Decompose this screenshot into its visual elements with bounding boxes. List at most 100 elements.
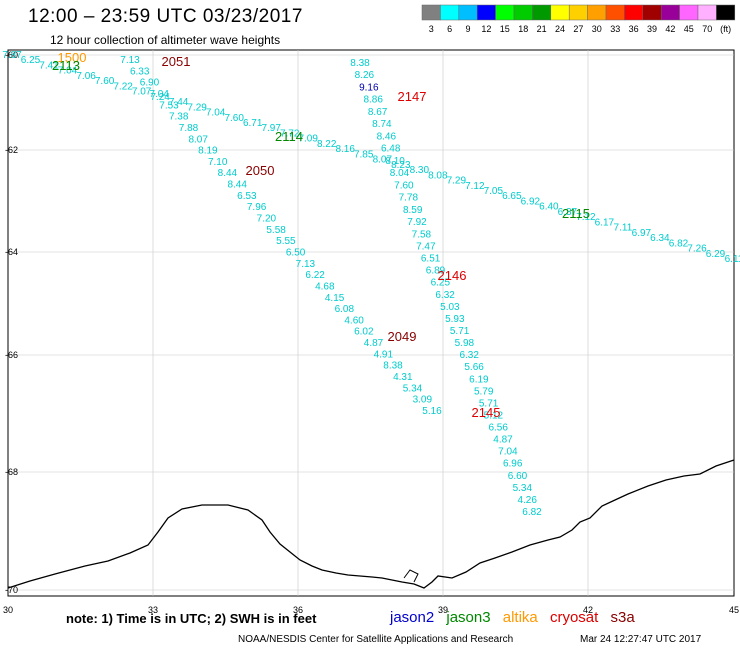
legend-label: 15 <box>500 24 510 34</box>
wave-height-label: 6.32 <box>435 290 455 301</box>
wave-height-label: 7.22 <box>113 81 133 92</box>
wave-height-label: 6.19 <box>469 374 489 385</box>
wave-height-label: 7.07 <box>132 87 152 98</box>
wave-height-label: 7.29 <box>187 102 207 113</box>
wave-height-label: 6.02 <box>354 327 374 338</box>
wave-height-label: 9.16 <box>359 83 379 94</box>
wave-height-label: 8.30 <box>410 165 430 176</box>
wave-height-label: 6.50 <box>286 248 306 259</box>
wave-height-label: 6.17 <box>595 217 615 228</box>
pass-label: 2114 <box>275 129 303 144</box>
legend-label: 6 <box>447 24 452 34</box>
latitude-label: -62 <box>5 145 18 155</box>
wave-height-legend: 3 6 9 12 15 18 21 24 27 30 33 36 39 42 45 70 (ft) <box>421 4 736 34</box>
wave-height-label: 7.04 <box>149 89 169 100</box>
legend-label: 18 <box>518 24 528 34</box>
wave-height-label: 8.19 <box>198 146 218 157</box>
wave-height-label: 5.93 <box>445 314 465 325</box>
longitude-label: 30 <box>3 605 13 615</box>
wave-height-label: 8.16 <box>335 144 355 155</box>
wave-height-label: 8.07 <box>373 155 393 166</box>
wave-height-label: 5.98 <box>455 338 475 349</box>
satellite-s3a: s3a <box>610 609 635 626</box>
altimeter-tracks: 7.87 6.25 7.41 7.04 7.06 7.60 7.22 7.07 7.24 7.44… <box>2 50 740 518</box>
wave-height-label: 6.48 <box>381 144 401 155</box>
wave-height-label: 8.46 <box>377 131 397 142</box>
wave-height-label: 4.60 <box>344 315 364 326</box>
wave-height-label: 6.29 <box>706 249 726 260</box>
wave-height-label: 7.97 <box>261 123 281 134</box>
wave-height-label: 6.51 <box>421 254 441 265</box>
axis-labels: 30 33 36 39 42 45 -60 -62 -64 -66 -68 -70 <box>3 50 739 615</box>
legend-label: 36 <box>629 24 639 34</box>
wave-height-label: 8.22 <box>317 139 337 150</box>
antarctic-coastline <box>7 459 735 589</box>
wave-height-label: 6.53 <box>237 191 257 202</box>
wave-height-label: 4.87 <box>364 338 384 349</box>
wave-height-label: 6.22 <box>305 270 325 281</box>
wave-height-label: 7.96 <box>247 202 267 213</box>
wave-height-label: 6.40 <box>539 202 559 213</box>
latitude-label: -66 <box>5 350 18 360</box>
wave-height-label: 5.71 <box>450 326 470 337</box>
wave-height-label: 6.82 <box>522 507 542 518</box>
wave-height-label: 7.38 <box>169 112 189 123</box>
wave-height-label: 7.88 <box>179 123 199 134</box>
wave-height-label: 6.34 <box>650 233 670 244</box>
wave-height-label: 8.10 <box>385 156 405 167</box>
legend-label: 45 <box>684 24 694 34</box>
legend-label: 33 <box>610 24 620 34</box>
wave-height-label: 7.72 <box>280 129 300 140</box>
latitude-label: -70 <box>5 585 18 595</box>
wave-height-label: 7.12 <box>465 181 485 192</box>
longitude-label: 39 <box>438 605 448 615</box>
wave-height-label: 8.38 <box>383 361 403 372</box>
wave-height-label: 7.09 <box>298 134 318 145</box>
wave-height-label: 7.24 <box>150 92 170 103</box>
wave-height-label: 7.78 <box>399 193 419 204</box>
wave-height-label: 8.07 <box>188 134 208 145</box>
wave-height-label: 6.32 <box>459 350 479 361</box>
page-title: 12:00 – 23:59 UTC 03/23/2017 <box>28 6 303 27</box>
pass-label: 2051 <box>162 54 191 69</box>
wave-height-label: 7.53 <box>159 100 179 111</box>
legend-label: 30 <box>592 24 602 34</box>
wave-height-label: 6.56 <box>488 423 508 434</box>
graticule <box>8 50 734 596</box>
wave-height-label: 7.60 <box>394 180 414 191</box>
wave-height-label: 6.82 <box>669 238 689 249</box>
map-frame <box>7 49 735 597</box>
wave-height-label: 5.71 <box>479 398 499 409</box>
wave-height-label: 6.92 <box>521 197 541 208</box>
wave-height-label: 5.55 <box>276 236 296 247</box>
wave-height-label: 7.04 <box>498 447 518 458</box>
wave-height-label: 5.34 <box>403 383 423 394</box>
wave-height-label: 7.13 <box>296 259 316 270</box>
wave-height-label: 5.12 <box>484 411 504 422</box>
wave-height-label: 7.29 <box>447 176 467 187</box>
longitude-label: 36 <box>293 605 303 615</box>
wave-height-label: 4.26 <box>517 495 537 506</box>
satellite-jason3: jason3 <box>446 609 491 626</box>
wave-height-label: 5.58 <box>266 225 286 236</box>
longitude-label: 42 <box>583 605 593 615</box>
wave-height-label: 7.04 <box>58 66 78 77</box>
longitude-label: 33 <box>148 605 158 615</box>
wave-height-label: 6.33 <box>130 66 150 77</box>
wave-height-label: 7.60 <box>224 113 244 124</box>
legend-label: 9 <box>465 24 470 34</box>
page-subtitle: 12 hour collection of altimeter wave hei… <box>50 33 281 47</box>
wave-height-label: 7.04 <box>206 108 226 119</box>
satellite-altika: altika <box>502 609 538 626</box>
wave-height-label: 8.86 <box>363 95 383 106</box>
wave-height-label: 6.25 <box>21 55 41 66</box>
wave-height-label: 5.03 <box>440 302 460 313</box>
wave-height-label: 6.65 <box>502 191 522 202</box>
wave-height-label: 7.47 <box>416 242 436 253</box>
pass-label: 2049 <box>388 329 417 344</box>
wave-height-label: 7.11 <box>614 223 633 234</box>
wave-height-label: 7.05 <box>484 186 504 197</box>
wave-height-label: 6.25 <box>431 278 451 289</box>
pass-label: 1500 <box>58 50 87 65</box>
